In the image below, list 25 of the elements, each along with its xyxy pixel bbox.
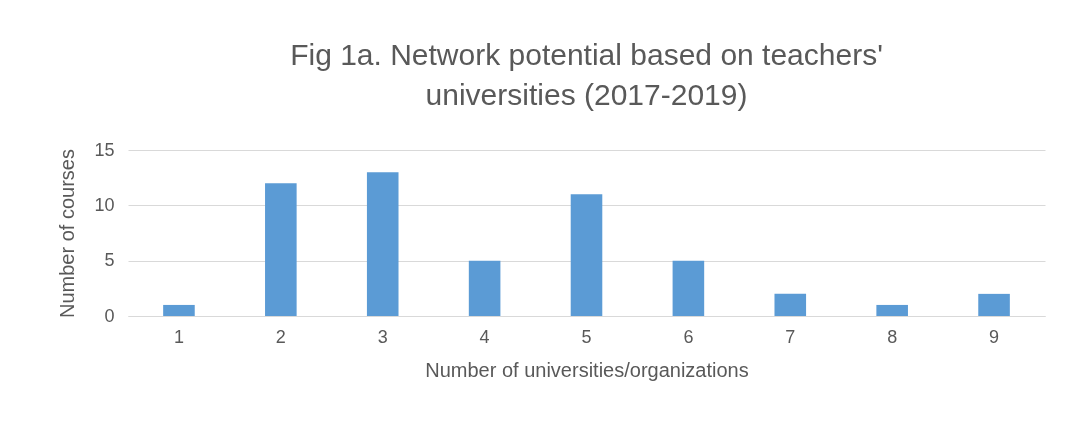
x-tick-label: 9 [989,326,1000,347]
y-tick-label: 15 [94,139,115,160]
x-tick-label: 3 [377,326,388,347]
y-tick-label: 0 [104,305,115,326]
bar [978,293,1010,316]
bar [570,194,603,316]
x-tick-label: 7 [785,326,796,347]
chart-title: Fig 1a. Network potential based on teachers' universities (2017-2019) [290,38,883,111]
bar [876,304,908,316]
x-axis-title: Number of universities/organizations [425,358,749,381]
x-tick-label: 6 [683,326,694,347]
bar [163,304,195,316]
y-tick-label: 5 [104,250,115,271]
bar [366,172,399,316]
x-tick-label: 4 [479,326,490,347]
bar [468,260,501,316]
bar [265,183,297,316]
bar [774,293,807,316]
x-tick-label: 1 [173,326,184,347]
y-tick-label: 10 [94,194,115,215]
x-tick-label: 8 [887,326,898,347]
y-axis-title: Number of courses [56,149,79,318]
x-tick-label: 2 [275,326,286,347]
x-tick-label: 5 [581,326,592,347]
bar [672,260,705,316]
